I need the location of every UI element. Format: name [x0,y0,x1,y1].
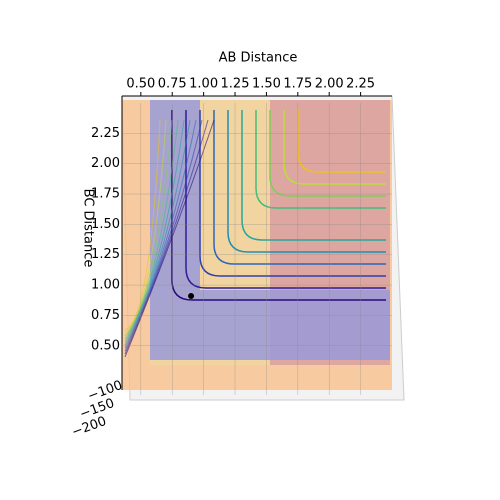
y-axis-label: BC Distance [81,189,96,268]
surface-well [150,100,390,360]
contour [269,110,386,197]
contour [199,110,386,277]
contour [124,119,179,340]
contour [124,119,191,346]
y-tick-label: 1.25 [91,247,120,262]
y-tick-label: 2.00 [91,156,120,171]
x-tick-label: 2.25 [346,77,375,92]
x-tick-label: 1.00 [189,77,218,92]
contour [124,119,209,355]
contour [124,119,173,337]
contour [124,119,161,331]
contour [124,119,203,352]
contour [185,110,386,289]
point [188,293,195,300]
x-tick-label: 1.50 [252,77,281,92]
y-tick-label: 1.50 [91,217,120,232]
y-tick-label: 1.75 [91,187,120,202]
x-tick-label: 0.50 [126,77,155,92]
x-tick-label: 0.75 [158,77,187,92]
x-tick-label: 1.75 [283,77,312,92]
contour [213,110,386,265]
x-tick-label: 1.25 [221,77,250,92]
contour [255,110,386,209]
y-tick-label: 1.00 [91,278,120,293]
x-tick-label: 2.00 [315,77,344,92]
y-tick-label: 0.75 [91,308,120,323]
y-tick-label: 2.25 [91,126,120,141]
contour [124,119,197,349]
y-tick-label: 0.50 [91,338,120,353]
contour [241,110,386,241]
contour [124,119,185,343]
contour [124,119,215,358]
contour [283,110,386,185]
contour [227,110,386,253]
x-axis-label: AB Distance [219,51,298,66]
